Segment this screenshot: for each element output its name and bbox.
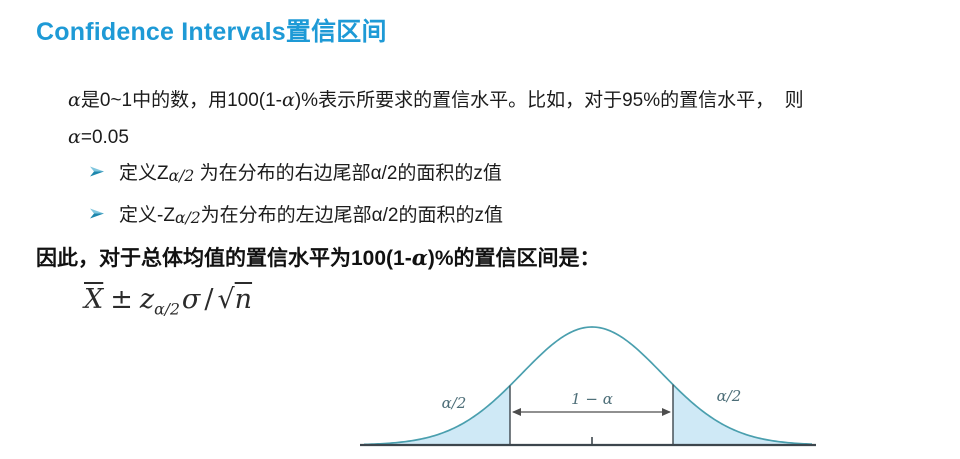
- bullet-subscript: α/2: [168, 167, 195, 185]
- plus-minus-symbol: ±: [110, 284, 133, 315]
- svg-text:α/2: α/2: [442, 394, 467, 412]
- intro-paragraph: α是0~1中的数，用100(1-α)%表示所要求的置信水平。比如，对于95%的置…: [68, 82, 804, 156]
- intro-line-1: α是0~1中的数，用100(1-α)%表示所要求的置信水平。比如，对于95%的置…: [68, 82, 804, 119]
- distribution-diagram: α/2 1 − α α/2: [360, 326, 816, 447]
- intro-line-2: α=0.05: [68, 119, 804, 156]
- sigma-symbol: σ: [181, 284, 201, 315]
- bullet-item-2: 定义-Zα/2为在分布的左边尾部α/2的面积的z值: [90, 200, 503, 227]
- bullet-arrow-icon: [90, 166, 104, 177]
- z-symbol: z: [139, 284, 155, 315]
- alpha-symbol: α: [282, 89, 295, 111]
- intro-text: )%表示所要求的置信水平。比如，对于95%的置信水平， 则: [294, 90, 804, 111]
- alpha-symbol: α: [411, 245, 428, 270]
- alpha-symbol: α: [68, 89, 81, 111]
- slide-title: Confidence Intervals置信区间: [36, 18, 387, 46]
- z-subscript: α/2: [154, 299, 180, 319]
- bullet-text-rest: 为在分布的右边尾部α/2的面积的z值: [194, 163, 502, 184]
- bullet-text-rest: 为在分布的左边尾部α/2的面积的z值: [200, 205, 503, 226]
- bullet-text-pre: 定义Z: [119, 163, 169, 184]
- bullet-text: 定义-Zα/2为在分布的左边尾部α/2的面积的z值: [119, 200, 503, 227]
- divide-slash: /: [204, 284, 214, 315]
- bullet-text: 定义Zα/2 为在分布的右边尾部α/2的面积的z值: [119, 158, 502, 185]
- conclusion-text: 因此，对于总体均值的置信水平为100(1-: [36, 247, 412, 270]
- bullet-subscript: α/2: [174, 209, 201, 227]
- bullet-arrow-icon: [90, 208, 104, 219]
- bullet-text-pre: 定义-Z: [119, 205, 175, 226]
- confidence-interval-formula: X ± zα/2σ / √n: [84, 284, 252, 318]
- radical-symbol: √: [217, 284, 235, 315]
- n-symbol: n: [234, 284, 253, 315]
- bullet-item-1: 定义Zα/2 为在分布的右边尾部α/2的面积的z值: [90, 158, 502, 185]
- svg-text:α/2: α/2: [717, 387, 742, 405]
- intro-text: 是0~1中的数，用100(1-: [80, 90, 282, 111]
- intro-text: =0.05: [80, 127, 129, 148]
- conclusion-text: )%的置信区间是：: [427, 247, 601, 270]
- svg-text:1 − α: 1 − α: [571, 390, 613, 408]
- xbar-symbol: X: [84, 284, 104, 315]
- alpha-symbol: α: [68, 126, 81, 148]
- conclusion-line: 因此，对于总体均值的置信水平为100(1-α)%的置信区间是：: [36, 242, 601, 272]
